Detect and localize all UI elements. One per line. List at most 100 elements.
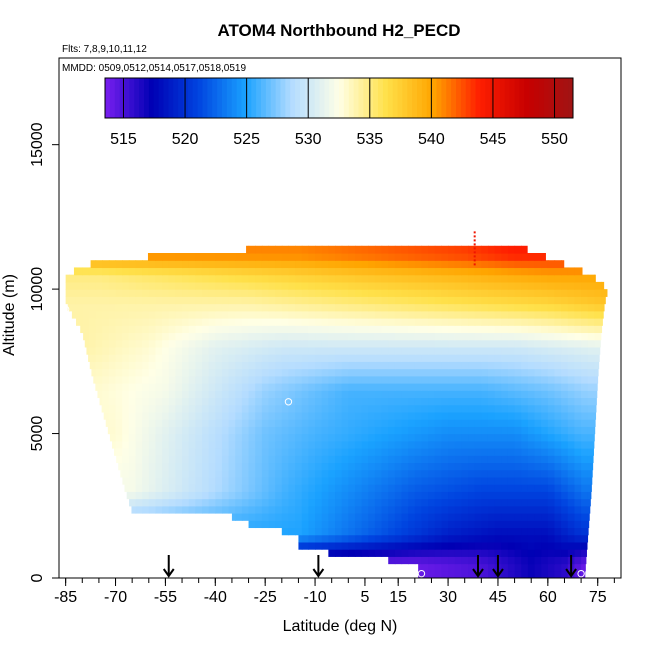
data-cell — [354, 513, 363, 521]
data-cell — [201, 462, 210, 471]
data-cell — [315, 448, 323, 456]
data-cell — [281, 520, 290, 529]
data-cell — [414, 541, 423, 550]
profile-arrow-head — [162, 568, 175, 578]
data-cell — [301, 339, 310, 348]
data-cell — [182, 339, 190, 348]
data-cell — [188, 469, 196, 478]
data-cell — [507, 570, 516, 578]
data-cell — [487, 462, 496, 471]
data-cell — [195, 498, 203, 507]
data-cell — [454, 411, 462, 420]
data-cell — [521, 513, 529, 521]
data-cell — [208, 303, 216, 312]
hollow-marker — [577, 569, 585, 578]
data-cell — [388, 462, 396, 471]
data-cell — [335, 267, 343, 276]
data-cell — [235, 354, 243, 362]
data-cell — [354, 361, 363, 370]
data-cell — [255, 289, 263, 297]
data-cell — [148, 404, 157, 413]
data-cell — [494, 448, 502, 456]
data-cell — [328, 281, 336, 290]
data-cell — [501, 570, 509, 578]
data-cell — [315, 318, 323, 326]
data-cell — [175, 484, 183, 492]
data-cell — [527, 570, 536, 578]
data-cell — [521, 318, 529, 326]
data-cell — [494, 404, 502, 413]
colorbar-swatch — [236, 78, 243, 118]
data-cell — [388, 332, 396, 341]
data-cell — [461, 368, 469, 377]
colorbar-swatch — [324, 78, 330, 118]
data-cell — [321, 339, 329, 348]
data-cell — [155, 448, 163, 456]
data-cell — [315, 491, 323, 500]
data-cell — [328, 361, 336, 370]
data-cell — [574, 534, 582, 543]
data-cell — [527, 361, 536, 370]
data-cell — [441, 433, 449, 442]
data-cell — [295, 440, 303, 449]
data-cell — [135, 462, 143, 471]
data-cell — [494, 419, 502, 427]
colorbar-swatch — [475, 78, 481, 118]
data-cell — [235, 411, 243, 420]
data-cell — [361, 426, 369, 435]
data-cell — [195, 505, 203, 514]
data-cell — [354, 469, 363, 478]
data-cell — [168, 296, 176, 305]
data-cell — [441, 346, 449, 355]
data-cell — [521, 267, 529, 276]
data-cell — [162, 440, 170, 449]
data-cell — [374, 419, 383, 427]
data-cell — [421, 253, 429, 261]
data-cell — [554, 325, 562, 334]
data-cell — [341, 476, 349, 485]
data-cell — [228, 346, 236, 355]
data-cell — [348, 318, 356, 326]
data-cell — [461, 527, 469, 536]
data-cell — [481, 440, 489, 449]
data-cell — [115, 426, 123, 435]
data-cell — [494, 462, 502, 471]
data-cell — [381, 404, 389, 413]
data-cell — [361, 274, 369, 283]
data-cell — [481, 534, 489, 543]
data-cell — [255, 433, 263, 442]
data-cell — [561, 469, 569, 478]
data-cell — [235, 346, 243, 355]
data-cell — [321, 397, 329, 406]
data-cell — [581, 520, 589, 529]
data-cell — [414, 303, 423, 312]
data-cell — [594, 404, 597, 413]
data-cell — [108, 325, 117, 334]
data-cell — [408, 368, 416, 377]
data-cell — [561, 433, 569, 442]
data-cell — [581, 426, 589, 435]
data-cell — [567, 339, 576, 348]
data-cell — [554, 433, 562, 442]
data-cell — [328, 267, 336, 276]
data-cell — [268, 274, 276, 283]
data-cell — [95, 375, 103, 384]
data-cell — [374, 361, 383, 370]
data-cell — [534, 253, 542, 261]
data-cell — [394, 484, 403, 492]
data-cell — [401, 383, 409, 391]
data-cell — [368, 419, 376, 427]
data-cell — [221, 346, 230, 355]
data-cell — [148, 390, 157, 399]
data-cell — [268, 325, 276, 334]
data-cell — [288, 303, 296, 312]
data-cell — [301, 498, 310, 507]
curtain-cells — [65, 245, 608, 578]
data-cell — [255, 253, 263, 261]
data-cell — [474, 260, 482, 269]
data-cell — [182, 346, 190, 355]
data-cell — [335, 549, 343, 557]
data-cell — [368, 303, 376, 312]
data-cell — [288, 390, 296, 399]
data-cell — [394, 411, 403, 420]
